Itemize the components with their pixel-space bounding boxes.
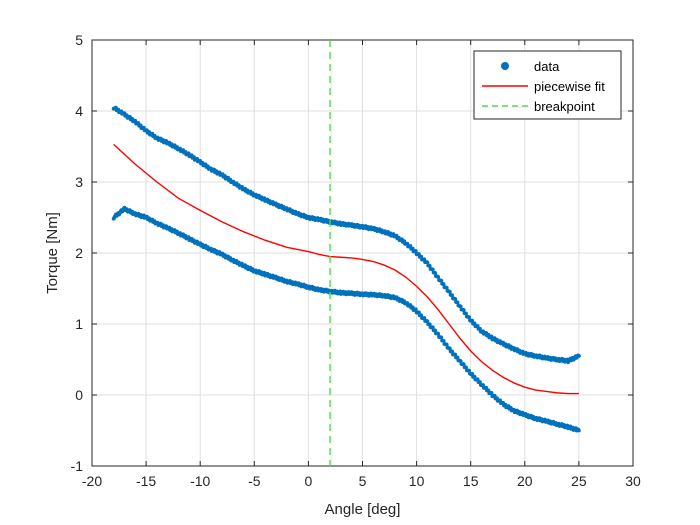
- data-point: [478, 326, 482, 331]
- legend-marker-data: [501, 62, 509, 70]
- legend: data piecewise fit breakpoint: [473, 50, 622, 120]
- y-tick-label: -1: [71, 458, 84, 474]
- data-point: [470, 318, 475, 323]
- data-point: [458, 359, 463, 363]
- data-point: [472, 374, 477, 379]
- data-point: [422, 257, 427, 262]
- data-point: [577, 428, 581, 433]
- data-point: [444, 342, 449, 347]
- data-point: [441, 338, 446, 343]
- data-point: [425, 260, 430, 265]
- data-point: [450, 349, 455, 354]
- data-point: [417, 252, 421, 256]
- x-tick-label: 0: [305, 473, 313, 489]
- data-point: [422, 316, 427, 320]
- data-point: [413, 307, 418, 312]
- y-tick-label: 1: [75, 316, 83, 332]
- data-point: [464, 311, 468, 316]
- data-point: [478, 380, 482, 384]
- data-point: [417, 310, 421, 315]
- data-point: [427, 322, 432, 327]
- data-point: [486, 388, 491, 393]
- x-tick-label: 20: [517, 473, 533, 489]
- data-point: [484, 385, 489, 390]
- x-tick-label: -15: [136, 473, 156, 489]
- data-point: [475, 377, 480, 382]
- data-point: [425, 319, 430, 324]
- data-point: [481, 383, 485, 387]
- x-tick-label: -10: [190, 473, 210, 489]
- data-point: [413, 249, 418, 253]
- data-point: [419, 313, 424, 318]
- data-point: [455, 355, 460, 360]
- data-point: [447, 346, 452, 351]
- data-point: [450, 293, 455, 298]
- legend-label-breakpoint: breakpoint: [534, 99, 595, 114]
- data-point: [436, 275, 441, 279]
- y-tick-label: 3: [75, 174, 83, 190]
- x-tick-label: 15: [463, 473, 479, 489]
- data-point: [470, 372, 475, 376]
- data-point: [430, 267, 435, 272]
- data-point: [475, 324, 480, 328]
- legend-label-data: data: [534, 59, 560, 74]
- x-tick-label: 10: [409, 473, 425, 489]
- data-point: [433, 271, 438, 275]
- data-point: [453, 296, 458, 301]
- data-point: [439, 335, 444, 340]
- data-point: [464, 365, 468, 370]
- data-point: [467, 368, 472, 373]
- data-point: [439, 278, 444, 283]
- data-point: [455, 300, 460, 305]
- y-axis-label: Torque [Nm]: [44, 212, 61, 294]
- y-tick-label: 2: [75, 245, 83, 261]
- fit-line: [113, 143, 579, 395]
- y-tick-label: 5: [75, 32, 83, 48]
- data-point: [461, 308, 466, 312]
- data-point: [427, 263, 432, 268]
- data-point: [419, 254, 424, 259]
- data-point: [458, 304, 463, 309]
- y-tick-label: 0: [75, 387, 83, 403]
- data-point: [433, 328, 438, 333]
- data-point: [489, 391, 494, 395]
- x-tick-label: -5: [248, 473, 261, 489]
- data-point: [453, 352, 458, 357]
- x-tick-label: 30: [625, 473, 641, 489]
- data-point: [444, 285, 449, 290]
- x-tick-label: -20: [82, 473, 102, 489]
- y-tick-label: 4: [75, 103, 83, 119]
- x-axis-label: Angle [deg]: [325, 501, 401, 518]
- legend-box: [473, 50, 622, 120]
- x-tick-label: 5: [359, 473, 367, 489]
- data-point: [577, 354, 581, 358]
- data-point: [472, 321, 477, 326]
- data-point: [441, 282, 446, 286]
- data-point: [447, 289, 452, 294]
- x-tick-label: 25: [571, 473, 587, 489]
- legend-label-fit: piecewise fit: [534, 79, 605, 94]
- data-point: [461, 362, 466, 367]
- data-point: [430, 325, 435, 330]
- data-point: [467, 315, 472, 320]
- data-point: [436, 331, 441, 336]
